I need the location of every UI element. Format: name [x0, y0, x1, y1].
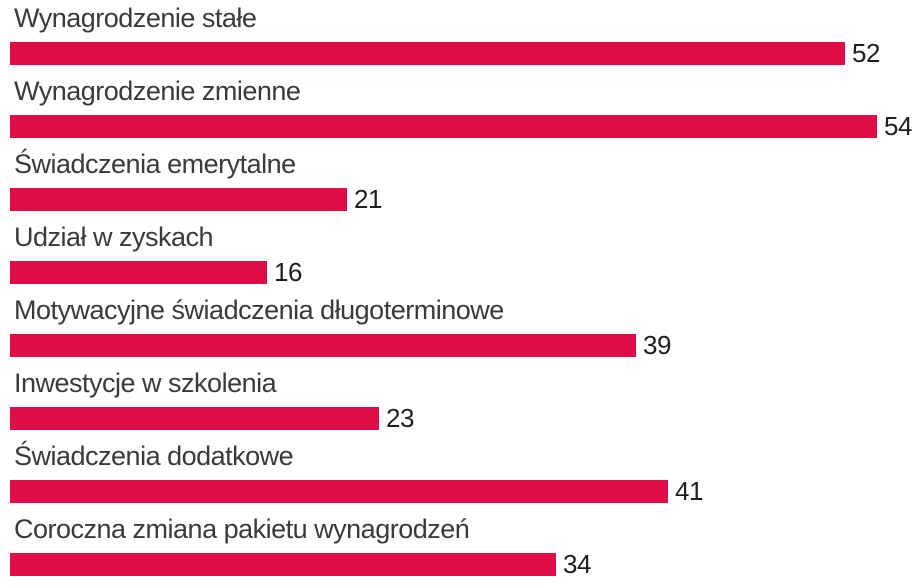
- bar-row: Inwestycje w szkolenia 23: [10, 367, 923, 433]
- bar-row: Świadczenia emerytalne 21: [10, 148, 923, 214]
- value-label: 54: [884, 111, 912, 141]
- bar-row: Coroczna zmiana pakietu wynagrodzeń 34: [10, 513, 923, 579]
- bar: [10, 115, 877, 138]
- category-label: Wynagrodzenie stałe: [14, 3, 257, 33]
- category-label: Inwestycje w szkolenia: [14, 368, 277, 398]
- bar-track: 54: [10, 111, 923, 141]
- bar-row: Motywacyjne świadczenia długoterminowe 39: [10, 294, 923, 360]
- value-label: 39: [643, 330, 671, 360]
- value-label: 23: [386, 403, 414, 433]
- value-label: 34: [563, 549, 591, 579]
- bar-track: 23: [10, 403, 923, 433]
- bar-track: 41: [10, 476, 923, 506]
- value-label: 52: [852, 38, 880, 68]
- bar: [10, 261, 267, 284]
- bar: [10, 407, 379, 430]
- bar: [10, 480, 668, 503]
- bar-track: 16: [10, 257, 923, 287]
- bar-track: 34: [10, 549, 923, 579]
- bar: [10, 553, 556, 576]
- category-label: Coroczna zmiana pakietu wynagrodzeń: [14, 514, 470, 544]
- bar-row: Wynagrodzenie zmienne 54: [10, 75, 923, 141]
- category-label: Udział w zyskach: [14, 222, 214, 252]
- bar-row: Świadczenia dodatkowe 41: [10, 440, 923, 506]
- category-label: Wynagrodzenie zmienne: [14, 76, 301, 106]
- value-label: 41: [675, 476, 703, 506]
- value-label: 16: [274, 257, 302, 287]
- bar-row: Udział w zyskach 16: [10, 221, 923, 287]
- category-label: Motywacyjne świadczenia długoterminowe: [14, 295, 504, 325]
- category-label: Świadczenia dodatkowe: [14, 441, 294, 471]
- bar-track: 21: [10, 184, 923, 214]
- bar: [10, 334, 636, 357]
- bar: [10, 188, 347, 211]
- value-label: 21: [354, 184, 382, 214]
- bar: [10, 42, 845, 65]
- bar-row: Wynagrodzenie stałe 52: [10, 2, 923, 68]
- bar-track: 52: [10, 38, 923, 68]
- category-label: Świadczenia emerytalne: [14, 149, 296, 179]
- bar-track: 39: [10, 330, 923, 360]
